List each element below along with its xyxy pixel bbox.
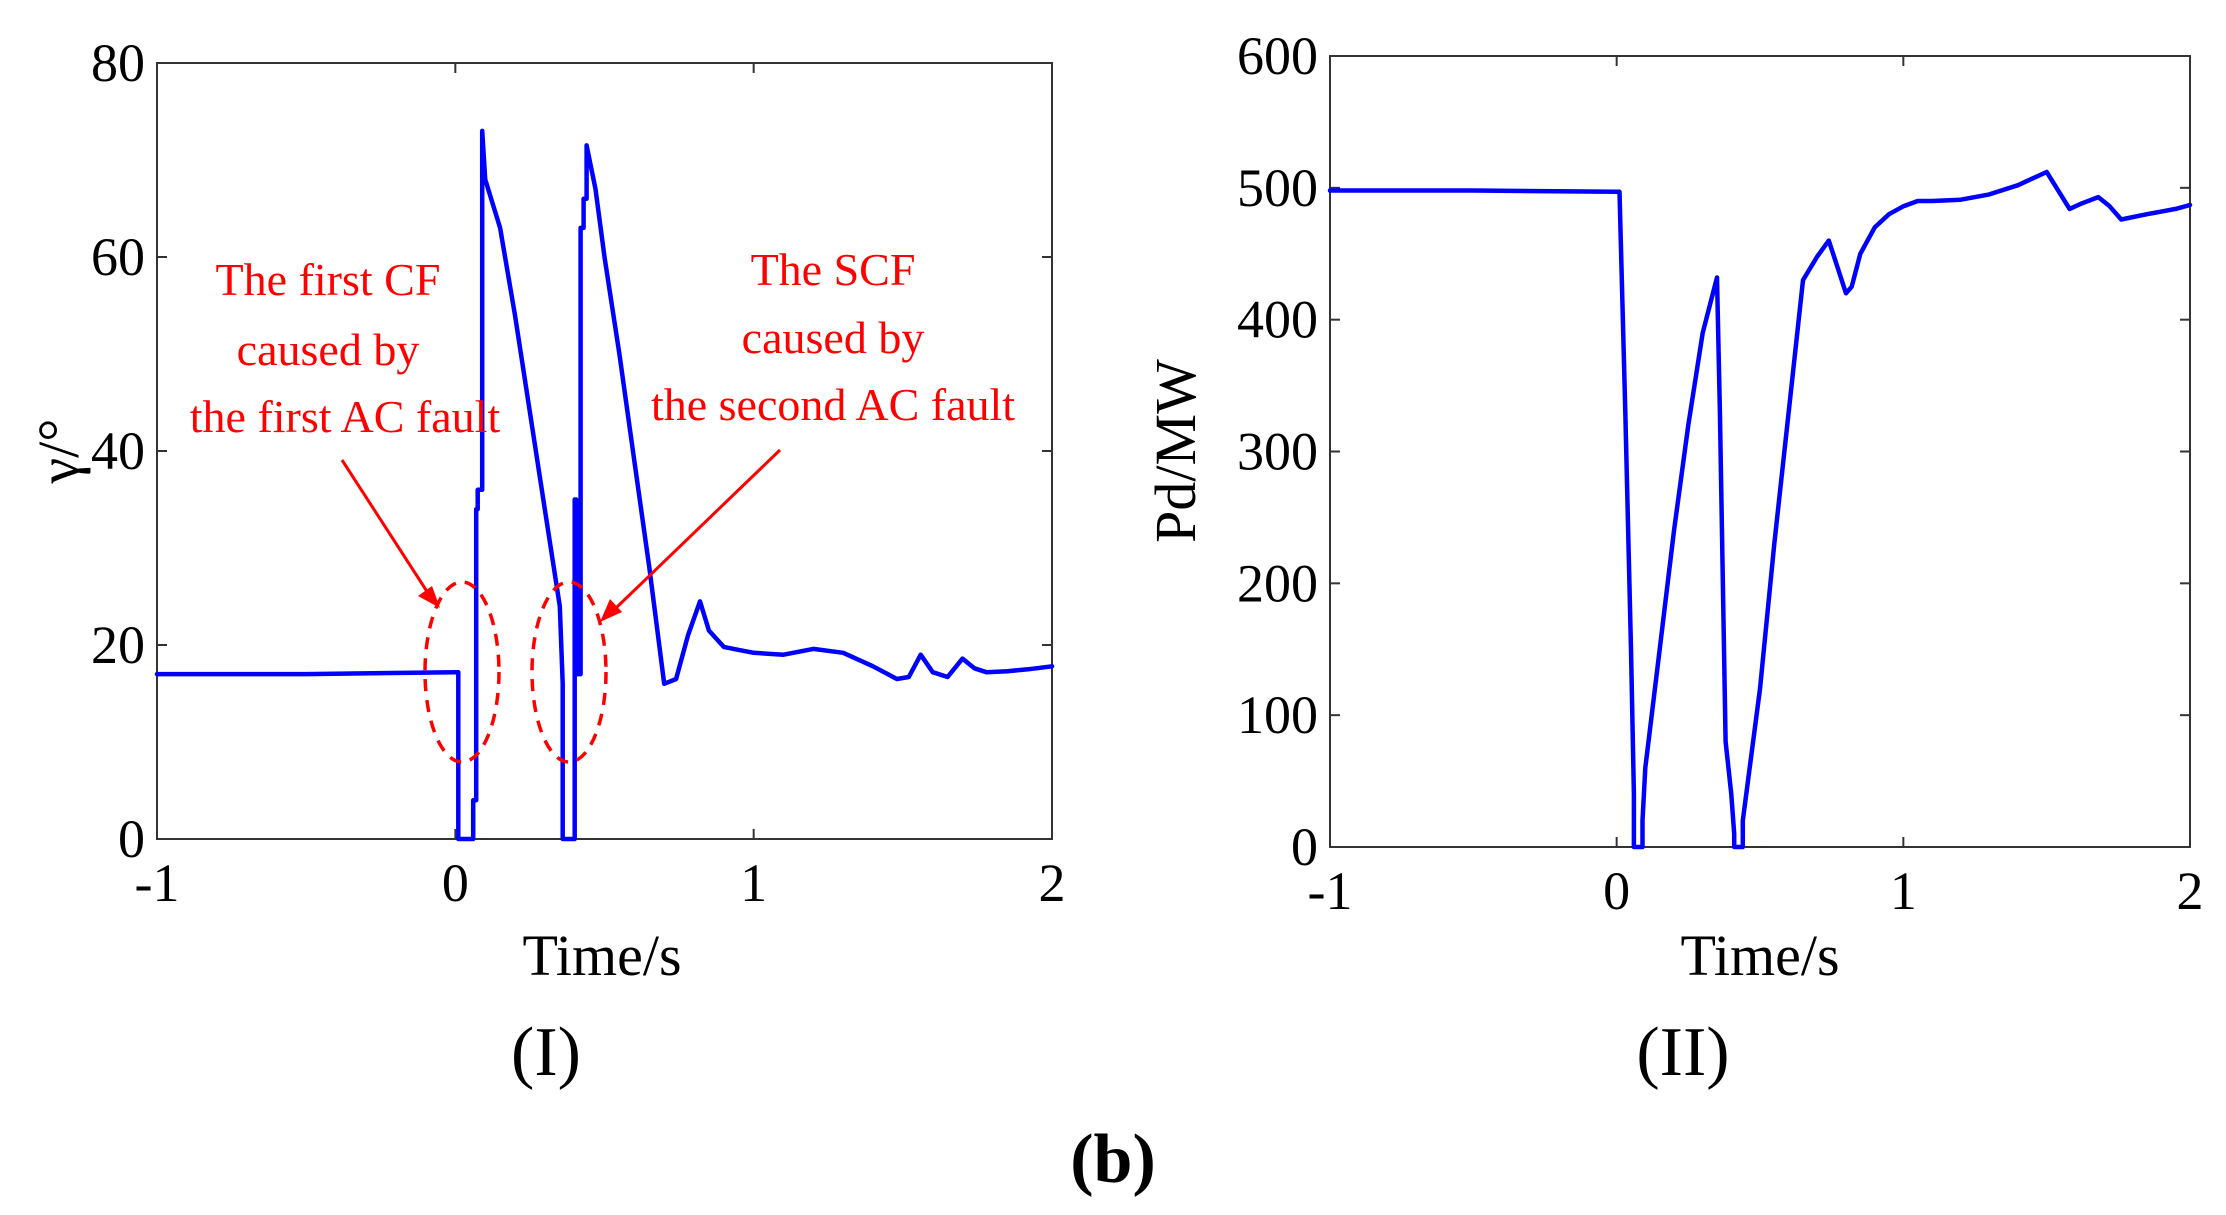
pd-series-line (1327, 169, 2193, 850)
gamma-series-line (154, 128, 1055, 842)
y-axis-title: Pd/MW (1143, 359, 1208, 543)
annotation-second-cf-line1: The SCF (751, 244, 916, 295)
y-tick-label: 0 (1291, 817, 1318, 877)
tick-group (1329, 55, 2191, 848)
y-tick-label: 300 (1237, 422, 1318, 482)
x-tick-label: -1 (1308, 861, 1353, 921)
annotation-first-cf-line3: the first AC fault (190, 391, 501, 442)
plot-area-frame (1329, 55, 2191, 848)
panel-label: (II) (1636, 1014, 1729, 1091)
x-tick-label: 2 (2177, 861, 2204, 921)
y-tick-label: 500 (1237, 158, 1318, 218)
x-tick-label: 1 (1890, 861, 1917, 921)
annotation-first-cf-line2: caused by (237, 324, 420, 375)
y-tick-label: 400 (1237, 290, 1318, 350)
tick-group (156, 62, 1053, 840)
y-tick-label: 20 (91, 615, 145, 675)
y-tick-label: 60 (91, 227, 145, 287)
annotation-first-cf-line1: The first CF (216, 254, 441, 305)
second-cf-arrow (615, 448, 782, 609)
y-axis-title: γ/° (26, 419, 91, 485)
first-cf-arrow (340, 459, 430, 594)
x-tick-label: 1 (740, 853, 767, 913)
y-tick-label: 80 (91, 33, 145, 93)
first-cf-arrowhead (418, 586, 440, 608)
first-cf-ellipse (423, 580, 501, 764)
x-axis-title: Time/s (522, 923, 681, 988)
x-tick-label: 2 (1039, 853, 1066, 913)
x-tick-labels: -1 0 1 2 (135, 853, 1066, 913)
x-tick-label: 0 (442, 853, 469, 913)
y-tick-label: 200 (1237, 553, 1318, 613)
x-tick-label: -1 (135, 853, 180, 913)
y-tick-label: 40 (91, 421, 145, 481)
figure-label: (b) (1070, 1121, 1156, 1198)
annotation-second-cf-line3: the second AC fault (651, 379, 1015, 430)
y-tick-label: 600 (1237, 26, 1318, 86)
second-cf-arrowhead (600, 599, 622, 622)
y-tick-labels: 0 100 200 300 400 500 600 (1237, 26, 1318, 877)
panel-label: (I) (511, 1014, 581, 1091)
second-cf-ellipse (530, 580, 608, 764)
plot-area-frame (156, 62, 1053, 840)
y-tick-label: 0 (118, 809, 145, 869)
x-tick-label: 0 (1603, 861, 1630, 921)
y-tick-labels: 0 20 40 60 80 (91, 33, 145, 869)
annotation-second-cf-line2: caused by (742, 312, 925, 363)
x-axis-title: Time/s (1680, 923, 1839, 988)
x-tick-labels: -1 0 1 2 (1308, 861, 2204, 921)
y-tick-label: 100 (1237, 685, 1318, 745)
